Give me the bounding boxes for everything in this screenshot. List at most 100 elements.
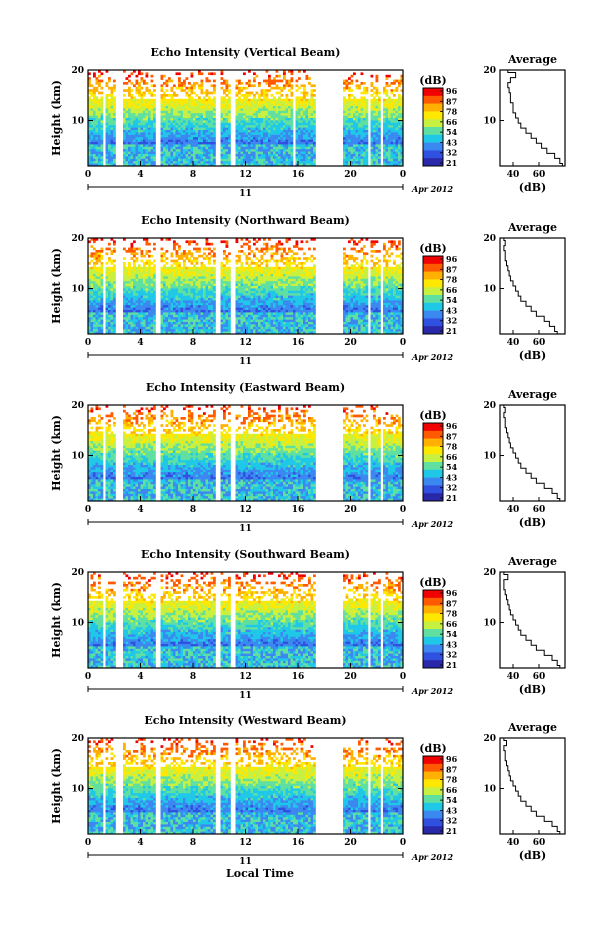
colorbar-swatch bbox=[423, 756, 443, 764]
colorbar-label: 54 bbox=[446, 295, 458, 305]
colorbar-swatch bbox=[423, 446, 443, 454]
profile-x-tick-label: 40 bbox=[507, 838, 520, 848]
colorbar-label: 43 bbox=[446, 137, 458, 147]
panel-1: Echo Intensity (Northward Beam) 10 20 Heigh… bbox=[50, 214, 565, 367]
y-tick-label: 10 bbox=[71, 785, 84, 795]
panel-0: Echo Intensity (Vertical Beam)1020Height… bbox=[50, 46, 565, 199]
profile-x-tick-label: 60 bbox=[533, 838, 546, 848]
y-tick-label: 20 bbox=[71, 401, 84, 411]
colorbar-label: 96 bbox=[446, 421, 458, 431]
colorbar-label: 43 bbox=[446, 639, 458, 649]
profile-y-tick-label: 10 bbox=[483, 785, 496, 795]
x-tick-label: 4 bbox=[137, 672, 143, 682]
colorbar-swatch bbox=[423, 621, 443, 629]
profile-frame bbox=[500, 572, 565, 668]
x-tick-label: 20 bbox=[344, 338, 357, 348]
x-tick-label: 0 bbox=[85, 838, 91, 848]
heatmap-cells bbox=[88, 238, 403, 334]
profile-y-tick-label: 20 bbox=[483, 234, 496, 244]
colorbar-swatch bbox=[423, 637, 443, 645]
profile-line bbox=[504, 405, 560, 501]
day-label: 11 bbox=[239, 524, 252, 534]
colorbar-swatch bbox=[423, 493, 443, 501]
profile-line bbox=[504, 238, 557, 334]
colorbar-label: 21 bbox=[446, 158, 457, 168]
x-tick-label: 12 bbox=[239, 505, 252, 515]
x-tick-label: 0 bbox=[85, 170, 91, 180]
colorbar-swatch bbox=[423, 279, 443, 287]
profile-x-label: (dB) bbox=[519, 181, 546, 194]
profile-y-tick-label: 10 bbox=[483, 117, 496, 127]
colorbar-label: 78 bbox=[446, 775, 458, 785]
colorbar-swatch bbox=[423, 478, 443, 486]
colorbar-swatch bbox=[423, 311, 443, 319]
y-tick-label: 10 bbox=[71, 285, 84, 295]
profile-y-tick-label: 10 bbox=[483, 285, 496, 295]
colorbar-swatch bbox=[423, 264, 443, 272]
colorbar-swatch bbox=[423, 652, 443, 660]
colorbar-label: 87 bbox=[446, 764, 457, 774]
colorbar-label: 87 bbox=[446, 598, 457, 608]
colorbar-unit: (dB) bbox=[419, 242, 446, 255]
profile-title: Average bbox=[507, 221, 557, 234]
date-label: Apr 2012 bbox=[411, 519, 454, 529]
y-axis-label: Height (km) bbox=[50, 415, 63, 491]
profile-frame bbox=[500, 238, 565, 334]
x-tick-label: 8 bbox=[190, 170, 196, 180]
colorbar-label: 43 bbox=[446, 805, 458, 815]
colorbar-swatch bbox=[423, 772, 443, 780]
profile-y-tick-label: 10 bbox=[483, 452, 496, 462]
colorbar-swatch bbox=[423, 629, 443, 637]
colorbar-swatch bbox=[423, 96, 443, 104]
x-tick-label: 12 bbox=[239, 838, 252, 848]
profile-title: Average bbox=[507, 53, 557, 66]
colorbar-label: 54 bbox=[446, 629, 458, 639]
profile-line bbox=[508, 70, 563, 166]
colorbar-swatch bbox=[423, 119, 443, 127]
colorbar-label: 21 bbox=[446, 493, 457, 503]
colorbar-label: 54 bbox=[446, 795, 458, 805]
x-tick-label: 20 bbox=[344, 672, 357, 682]
y-axis-label: Height (km) bbox=[50, 248, 63, 324]
colorbar-swatch bbox=[423, 88, 443, 96]
x-tick-label: 0 bbox=[400, 838, 406, 848]
colorbar-label: 32 bbox=[446, 483, 457, 493]
heatmap-cells bbox=[88, 405, 403, 501]
colorbar-swatch bbox=[423, 590, 443, 598]
colorbar-swatch bbox=[423, 295, 443, 303]
colorbar-swatch bbox=[423, 803, 443, 811]
colorbar-swatch bbox=[423, 318, 443, 326]
x-tick-label: 16 bbox=[292, 338, 305, 348]
profile-x-tick-label: 40 bbox=[507, 170, 520, 180]
profile-line bbox=[504, 572, 560, 668]
x-tick-label: 12 bbox=[239, 170, 252, 180]
colorbar-swatch bbox=[423, 779, 443, 787]
colorbar-swatch bbox=[423, 485, 443, 493]
profile-title: Average bbox=[507, 555, 557, 568]
date-label: Apr 2012 bbox=[411, 686, 454, 696]
colorbar-swatch bbox=[423, 272, 443, 280]
profile-x-tick-label: 40 bbox=[507, 672, 520, 682]
colorbar-unit: (dB) bbox=[419, 74, 446, 87]
profile-y-tick-label: 20 bbox=[483, 66, 496, 76]
x-tick-label: 20 bbox=[344, 505, 357, 515]
colorbar-swatch bbox=[423, 470, 443, 478]
colorbar-swatch bbox=[423, 811, 443, 819]
x-tick-label: 16 bbox=[292, 170, 305, 180]
colorbar-swatch bbox=[423, 613, 443, 621]
colorbar-swatch bbox=[423, 326, 443, 334]
y-tick-label: 20 bbox=[71, 66, 84, 76]
date-label: Apr 2012 bbox=[411, 852, 454, 862]
colorbar-swatch bbox=[423, 454, 443, 462]
colorbar-label: 78 bbox=[446, 275, 458, 285]
colorbar-swatch bbox=[423, 150, 443, 158]
heatmap-cells bbox=[88, 738, 403, 834]
colorbar-swatch bbox=[423, 787, 443, 795]
local-time-label: Local Time bbox=[210, 867, 310, 880]
profile-line bbox=[504, 738, 560, 834]
colorbar-unit: (dB) bbox=[419, 576, 446, 589]
colorbar-swatch bbox=[423, 287, 443, 295]
panel-title: Echo Intensity (Northward Beam) bbox=[141, 214, 350, 227]
colorbar-swatch bbox=[423, 764, 443, 772]
